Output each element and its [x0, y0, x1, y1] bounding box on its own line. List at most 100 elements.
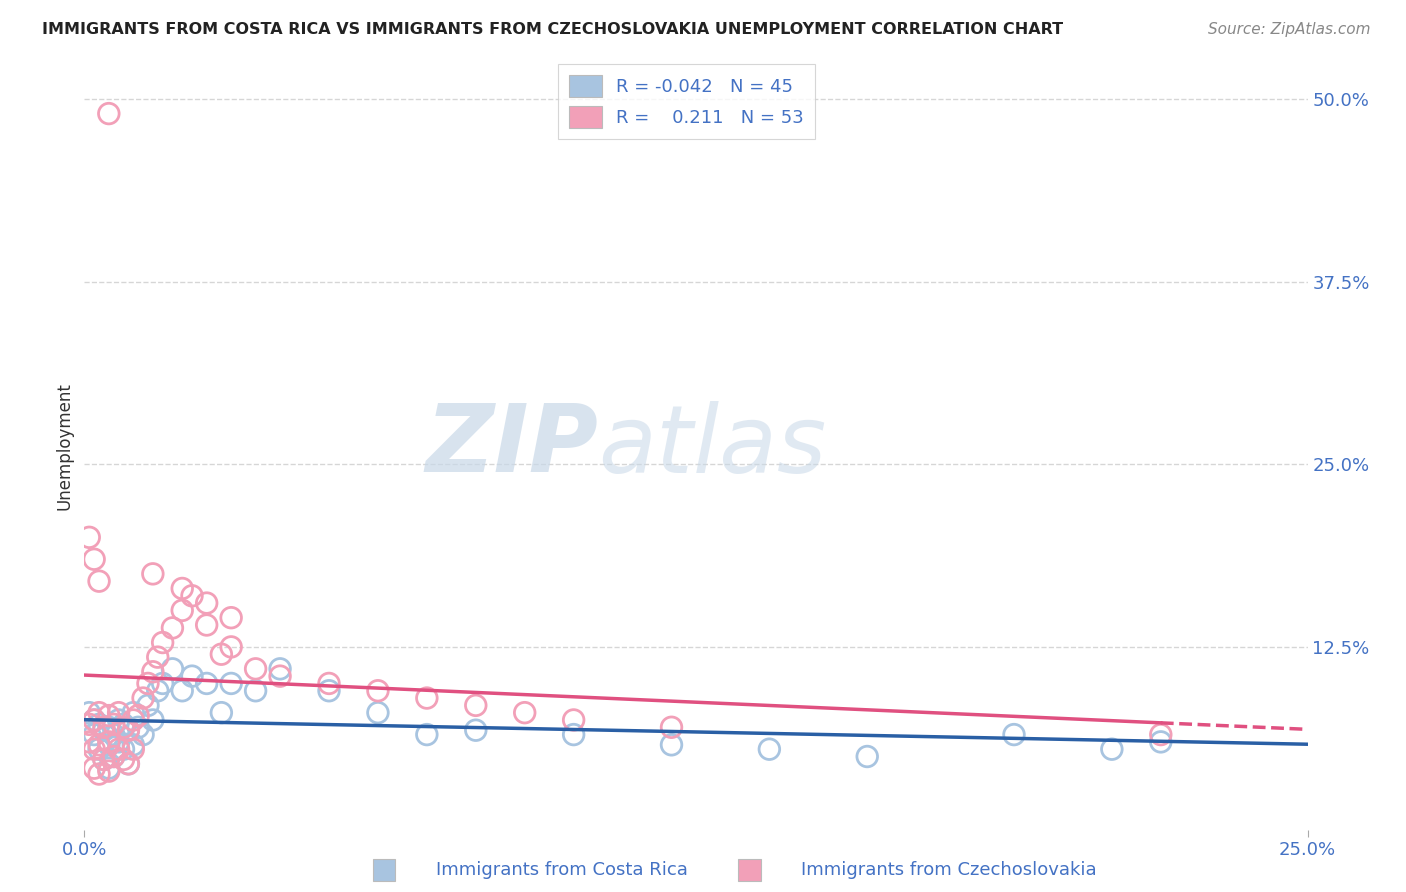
Point — [132, 691, 155, 706]
Point — [83, 552, 105, 566]
Point — [127, 708, 149, 723]
Point — [318, 676, 340, 690]
Point — [562, 728, 585, 742]
Point — [107, 742, 129, 756]
Point — [195, 596, 218, 610]
Point — [117, 756, 139, 771]
Point — [107, 706, 129, 720]
Point — [117, 723, 139, 738]
Point — [416, 728, 439, 742]
Point — [1002, 728, 1025, 742]
Point — [97, 708, 120, 723]
Point — [93, 723, 115, 738]
Point — [93, 752, 115, 766]
Point — [103, 717, 125, 731]
Point — [122, 738, 145, 752]
Point — [87, 738, 110, 752]
Point — [77, 530, 100, 544]
Point — [132, 728, 155, 742]
Point — [146, 650, 169, 665]
Point — [77, 717, 100, 731]
Point — [112, 752, 135, 766]
Point — [122, 706, 145, 720]
Point — [162, 621, 184, 635]
Point — [209, 647, 232, 661]
Point — [117, 723, 139, 738]
Text: ZIP: ZIP — [425, 400, 598, 492]
Point — [83, 761, 105, 775]
Point — [77, 735, 100, 749]
Point — [87, 742, 110, 756]
Point — [83, 713, 105, 727]
Point — [97, 735, 120, 749]
Point — [107, 735, 129, 749]
Point — [209, 706, 232, 720]
Point — [464, 698, 486, 713]
Point — [142, 665, 165, 679]
Legend: R = -0.042   N = 45, R =    0.211   N = 53: R = -0.042 N = 45, R = 0.211 N = 53 — [558, 64, 814, 138]
Point — [87, 767, 110, 781]
Point — [142, 713, 165, 727]
Point — [245, 662, 267, 676]
Point — [83, 742, 105, 756]
Point — [152, 635, 174, 649]
Point — [117, 756, 139, 771]
Point — [513, 706, 536, 720]
Point — [562, 713, 585, 727]
Point — [219, 610, 242, 624]
Point — [245, 683, 267, 698]
Point — [77, 706, 100, 720]
Point — [318, 683, 340, 698]
Point — [464, 723, 486, 738]
Point — [122, 713, 145, 727]
Point — [152, 676, 174, 690]
Point — [103, 749, 125, 764]
Point — [269, 669, 291, 683]
Text: Source: ZipAtlas.com: Source: ZipAtlas.com — [1208, 22, 1371, 37]
Point — [162, 662, 184, 676]
Point — [181, 589, 204, 603]
Point — [112, 742, 135, 756]
Point — [661, 738, 683, 752]
Text: atlas: atlas — [598, 401, 827, 491]
Point — [181, 669, 204, 683]
Point — [172, 683, 194, 698]
Point — [127, 720, 149, 734]
Point — [146, 683, 169, 698]
Text: Immigrants from Czechoslovakia: Immigrants from Czechoslovakia — [801, 861, 1097, 879]
Point — [172, 603, 194, 617]
Point — [172, 582, 194, 596]
Text: IMMIGRANTS FROM COSTA RICA VS IMMIGRANTS FROM CZECHOSLOVAKIA UNEMPLOYMENT CORREL: IMMIGRANTS FROM COSTA RICA VS IMMIGRANTS… — [42, 22, 1063, 37]
Point — [758, 742, 780, 756]
Point — [93, 752, 115, 766]
Point — [87, 574, 110, 589]
Point — [83, 728, 105, 742]
Point — [87, 717, 110, 731]
Point — [856, 749, 879, 764]
Point — [1150, 728, 1173, 742]
Point — [195, 676, 218, 690]
Point — [219, 676, 242, 690]
Y-axis label: Unemployment: Unemployment — [55, 382, 73, 510]
Point — [219, 640, 242, 654]
Point — [97, 764, 120, 778]
Point — [107, 713, 129, 727]
Point — [661, 720, 683, 734]
Point — [97, 106, 120, 120]
Point — [93, 720, 115, 734]
Point — [1101, 742, 1123, 756]
Point — [367, 683, 389, 698]
Point — [103, 728, 125, 742]
Point — [269, 662, 291, 676]
Point — [83, 713, 105, 727]
Point — [367, 706, 389, 720]
Text: Immigrants from Costa Rica: Immigrants from Costa Rica — [436, 861, 688, 879]
Point — [103, 749, 125, 764]
Point — [122, 742, 145, 756]
Point — [416, 691, 439, 706]
Point — [97, 720, 120, 734]
Point — [142, 566, 165, 581]
Point — [195, 618, 218, 632]
Point — [1150, 735, 1173, 749]
Point — [136, 676, 159, 690]
